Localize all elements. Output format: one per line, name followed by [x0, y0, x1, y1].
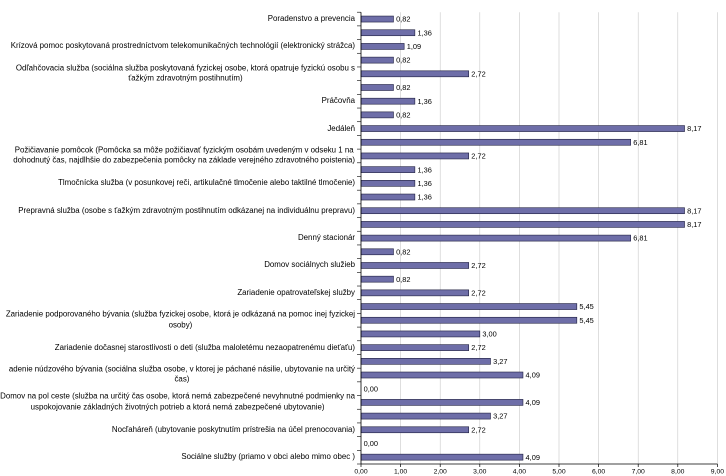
data-label-16: 8,17 [687, 220, 701, 229]
data-label-11: 2,72 [471, 152, 485, 161]
category-label-23: Zariadenie podporovaného bývania (služba… [5, 309, 355, 330]
data-label-5: 2,72 [471, 69, 485, 78]
x-tick-label-1: 1,00 [394, 468, 407, 475]
data-label-1: 0,82 [396, 15, 410, 24]
data-label-25: 2,72 [471, 343, 485, 352]
data-label-8: 0,82 [396, 110, 410, 119]
axes [357, 11, 718, 467]
data-label-10: 6,81 [633, 138, 647, 147]
x-tick-label-3: 3,00 [473, 468, 486, 475]
x-tick-label-7: 7,00 [632, 468, 645, 475]
category-label-31: Nocľaháreň (ubytovanie poskytnutím príst… [111, 424, 355, 434]
data-label-26: 3,27 [493, 357, 507, 366]
data-label-30: 3,27 [493, 412, 507, 421]
category-label-29: Domov na pol ceste (služba na určitý čas… [0, 391, 355, 412]
data-label-14: 1,36 [417, 193, 431, 202]
data-label-32: 0,00 [364, 439, 378, 448]
category-label-7: Práčovňa [321, 95, 355, 105]
data-label-23: 5,45 [579, 316, 593, 325]
data-labels: 0,82 1,36 1,09 0,82 2,72 0,82 1,36 0,82 8,17 6,81… [364, 15, 702, 462]
x-tick-label-4: 4,00 [513, 468, 526, 475]
data-label-17: 6,81 [633, 234, 647, 243]
data-label-4: 0,82 [396, 56, 410, 65]
data-label-19: 2,72 [471, 261, 485, 270]
category-label-13: Tlmočnícka služba (v posunkovej reči, ar… [58, 178, 355, 188]
category-label-25: Zariadenie dočasnej starostlivosti o det… [54, 342, 355, 352]
category-label-27: adenie núdzového bývania (sociálna služb… [8, 364, 355, 384]
category-label-11: Požičiavanie pomôcok (Pomôcka sa môže po… [13, 145, 355, 165]
data-label-21: 2,72 [471, 288, 485, 297]
x-tick-label-8: 8,00 [671, 468, 684, 475]
data-label-13: 1,36 [417, 179, 431, 188]
x-tick-label-2: 2,00 [434, 468, 447, 475]
data-label-27: 4,09 [526, 371, 540, 380]
x-tick-label-6: 6,00 [592, 468, 605, 475]
category-label-33: Sociálne služby (priamo v obci alebo mim… [181, 451, 355, 461]
data-label-31: 2,72 [471, 425, 485, 434]
data-label-12: 1,36 [417, 165, 431, 174]
category-label-21: Zariadenie opatrovateľskej služby [237, 287, 355, 297]
data-label-29: 4,09 [526, 398, 540, 407]
x-tick-labels: 0,00 1,00 2,00 3,00 4,00 5,00 6,00 7,00 8,00 9,00 [354, 468, 724, 475]
data-label-6: 0,82 [396, 83, 410, 92]
data-label-18: 0,82 [396, 247, 410, 256]
category-label-5: Odľahčovacia služba (sociálna služba pos… [15, 63, 355, 83]
category-label-19: Domov sociálnych služieb [264, 260, 355, 270]
data-label-15: 8,17 [687, 206, 701, 215]
category-label-1: Poradenstvo a prevencia [267, 13, 355, 23]
category-label-17: Denný stacionár [297, 232, 355, 242]
data-label-28: 0,00 [364, 384, 378, 393]
data-label-24: 3,00 [482, 330, 496, 339]
data-label-22: 5,45 [579, 302, 593, 311]
data-label-9: 8,17 [687, 124, 701, 133]
data-label-2: 1,36 [417, 28, 431, 37]
data-label-33: 4,09 [526, 453, 540, 462]
x-tick-label-5: 5,00 [552, 468, 565, 475]
x-tick-label-9: 9,00 [711, 468, 724, 475]
category-label-3: Krízová pomoc poskytovaná prostredníctvo… [10, 41, 355, 51]
data-label-3: 1,09 [407, 42, 421, 51]
category-label-15: Prepravná služba (osobe s ťažkým zdravot… [18, 205, 355, 215]
category-label-9: Jedáleň [327, 123, 355, 133]
x-tick-label-0: 0,00 [354, 468, 367, 475]
data-label-20: 0,82 [396, 275, 410, 284]
data-label-7: 1,36 [417, 97, 431, 106]
